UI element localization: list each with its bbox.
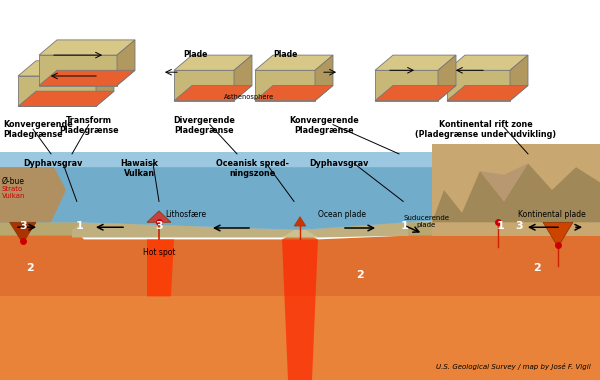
Polygon shape	[282, 226, 318, 238]
Polygon shape	[282, 239, 318, 380]
Polygon shape	[543, 222, 573, 247]
Polygon shape	[174, 86, 252, 101]
Text: Dyphavsgrav: Dyphavsgrav	[23, 159, 82, 168]
Polygon shape	[447, 70, 510, 101]
Polygon shape	[447, 86, 528, 101]
Polygon shape	[375, 70, 438, 101]
Text: Hawaisk
Vulkan: Hawaisk Vulkan	[120, 159, 158, 178]
Polygon shape	[0, 167, 66, 222]
Polygon shape	[96, 61, 114, 106]
Text: Dyphavsgrav: Dyphavsgrav	[310, 159, 368, 168]
Text: Divergerende
Pladegrænse: Divergerende Pladegrænse	[173, 116, 235, 135]
Polygon shape	[375, 55, 456, 70]
Text: 1: 1	[76, 221, 83, 231]
Polygon shape	[315, 55, 333, 101]
Polygon shape	[234, 55, 252, 101]
Polygon shape	[147, 211, 171, 222]
Polygon shape	[10, 222, 36, 243]
Polygon shape	[72, 222, 300, 238]
Polygon shape	[0, 220, 600, 380]
Polygon shape	[0, 222, 81, 236]
Text: Lithosfære: Lithosfære	[166, 210, 206, 219]
Polygon shape	[408, 222, 504, 236]
Text: 2: 2	[533, 263, 541, 273]
Polygon shape	[294, 217, 306, 226]
Polygon shape	[117, 40, 135, 86]
Polygon shape	[0, 167, 432, 230]
Polygon shape	[174, 55, 252, 70]
Polygon shape	[39, 55, 117, 86]
Text: Ø-bue: Ø-bue	[2, 177, 25, 186]
Text: Hot spot: Hot spot	[143, 248, 175, 257]
Polygon shape	[18, 61, 114, 76]
Polygon shape	[39, 70, 135, 86]
Polygon shape	[447, 55, 528, 70]
Polygon shape	[18, 76, 96, 106]
Text: Plade: Plade	[183, 50, 207, 59]
Text: Oceanisk spred-
ningszone: Oceanisk spred- ningszone	[215, 159, 289, 178]
Polygon shape	[510, 55, 528, 101]
Text: Plade: Plade	[273, 50, 297, 59]
Polygon shape	[480, 163, 528, 201]
Text: Konvergerende
Pladegrænse: Konvergerende Pladegrænse	[289, 116, 359, 135]
Polygon shape	[300, 222, 408, 238]
Text: 2: 2	[356, 271, 364, 280]
Text: 3: 3	[19, 221, 26, 231]
Text: 2: 2	[26, 263, 34, 273]
Bar	[0, 152, 504, 236]
Polygon shape	[39, 40, 135, 55]
Polygon shape	[174, 70, 234, 101]
Polygon shape	[147, 239, 174, 296]
Polygon shape	[432, 144, 600, 236]
Bar	[432, 152, 600, 236]
Polygon shape	[375, 86, 456, 101]
Text: Suducerende
plade: Suducerende plade	[403, 215, 449, 228]
Text: Strato
Vulkan: Strato Vulkan	[2, 186, 25, 199]
Bar	[0, 296, 600, 380]
Polygon shape	[255, 70, 315, 101]
Text: Asthenosphere: Asthenosphere	[224, 94, 274, 100]
Polygon shape	[255, 86, 333, 101]
Text: 1: 1	[497, 221, 505, 231]
Text: 3: 3	[155, 221, 163, 231]
Polygon shape	[432, 163, 600, 222]
Polygon shape	[492, 222, 600, 236]
Text: 3: 3	[515, 221, 523, 231]
Polygon shape	[255, 55, 333, 70]
Polygon shape	[438, 55, 456, 101]
Text: U.S. Geological Survey / map by José F. Vigil: U.S. Geological Survey / map by José F. …	[436, 364, 591, 370]
Text: Konvergerende
Pladegrænse: Konvergerende Pladegrænse	[3, 120, 73, 139]
Text: Ocean plade: Ocean plade	[318, 210, 366, 219]
Text: Kontinental rift zone
(Pladegrænse under udvikling): Kontinental rift zone (Pladegrænse under…	[415, 120, 557, 139]
Text: Kontinental plade: Kontinental plade	[518, 210, 586, 219]
Text: Transform
Pladegrænse: Transform Pladegrænse	[59, 116, 119, 135]
Polygon shape	[18, 91, 114, 106]
Text: 1: 1	[401, 221, 409, 231]
